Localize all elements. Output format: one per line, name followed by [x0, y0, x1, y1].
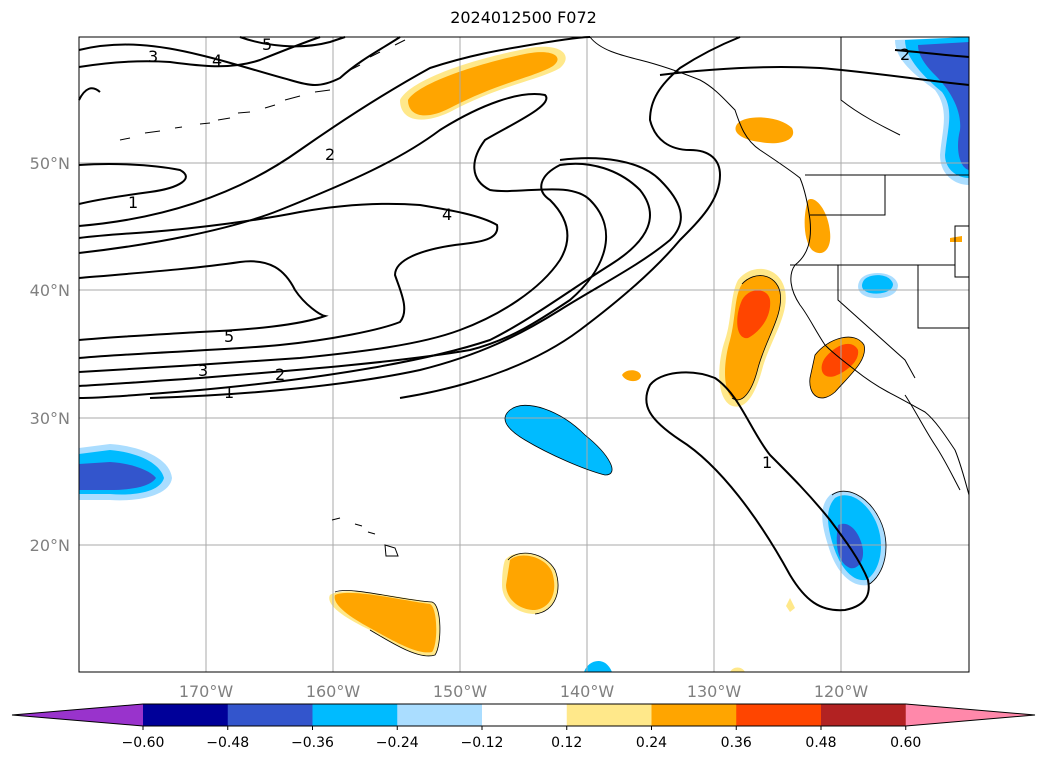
- colorbar-tick-label: −0.48: [206, 735, 249, 751]
- lat-label: 20°N: [30, 536, 70, 555]
- anomaly-region: [506, 555, 555, 610]
- anomaly-region: [622, 370, 641, 382]
- contour-label: 4: [212, 51, 222, 70]
- anomaly-region: [334, 592, 437, 653]
- colorbar-tick-label: −0.12: [461, 735, 504, 751]
- lat-label: 40°N: [30, 281, 70, 300]
- colorbar-tick-label: 0.48: [805, 735, 836, 751]
- contour-label: 5: [262, 35, 272, 54]
- colorbar-extend-left: [12, 704, 143, 726]
- anomaly-region: [862, 275, 893, 294]
- colorbar-swatch: [312, 704, 398, 726]
- colorbar-tick-label: 0.60: [890, 735, 921, 751]
- colorbar-tick-label: 0.24: [636, 735, 667, 751]
- anomaly-region: [730, 667, 745, 672]
- colorbar-extend-right: [905, 704, 1035, 726]
- lon-label: 130°W: [687, 682, 742, 701]
- lon-label: 170°W: [179, 682, 234, 701]
- anomaly-region: [505, 405, 613, 475]
- contour-lines: [78, 36, 970, 612]
- contour-label: 1: [128, 193, 138, 212]
- contour-label: 4: [442, 205, 452, 224]
- lon-label: 140°W: [560, 682, 615, 701]
- colorbar-swatch: [821, 704, 907, 726]
- shaded-anomalies: [79, 37, 969, 672]
- lon-label: 120°W: [814, 682, 869, 701]
- colorbar-swatch: [736, 704, 822, 726]
- anomaly-region: [918, 42, 969, 170]
- contour-label-group: 3 4 5 2 1 4 5 3 2 1 1 2: [128, 35, 910, 472]
- colorbar-tick-label: −0.60: [122, 735, 165, 751]
- colorbar-tick-label: 0.36: [721, 735, 752, 751]
- contour-label: 1: [224, 383, 234, 402]
- anomaly-region: [79, 462, 156, 490]
- contour-label: 2: [325, 145, 335, 164]
- lon-label: 150°W: [433, 682, 488, 701]
- colorbar-tick-label: 0.12: [551, 735, 582, 751]
- anomaly-region: [950, 236, 962, 242]
- anomaly-region: [821, 343, 859, 377]
- contour-label: 5: [224, 327, 234, 346]
- map-frame: [78, 36, 970, 673]
- lat-label: 50°N: [30, 154, 70, 173]
- lat-label: 30°N: [30, 409, 70, 428]
- anomaly-outlines: [334, 275, 887, 657]
- contour-label: 1: [762, 453, 772, 472]
- longitude-labels: 170°W 160°W 150°W 140°W 130°W 120°W: [179, 682, 869, 701]
- colorbar-tick-label: −0.36: [291, 735, 334, 751]
- anomaly-region: [584, 661, 612, 672]
- anomaly-region: [408, 52, 558, 116]
- colorbar-swatch: [227, 704, 313, 726]
- anomaly-region: [737, 290, 771, 339]
- colorbar-swatch: [482, 704, 568, 726]
- contour-label: 2: [900, 45, 910, 64]
- contour-label: 3: [198, 361, 208, 380]
- lon-label: 160°W: [306, 682, 361, 701]
- colorbar-swatch: [651, 704, 737, 726]
- colorbar-tick-label: −0.24: [376, 735, 419, 751]
- contour-label: 3: [148, 47, 158, 66]
- colorbar-swatch: [566, 704, 652, 726]
- anomaly-region: [735, 117, 794, 144]
- colorbar-swatch: [397, 704, 483, 726]
- contour-label: 2: [275, 365, 285, 384]
- coastlines: [119, 36, 970, 557]
- latitude-labels: 50°N 40°N 30°N 20°N: [30, 154, 70, 555]
- map-title: 2024012500 F072: [450, 8, 597, 27]
- anomaly-region: [786, 598, 795, 612]
- colorbar: −0.60 −0.48 −0.36 −0.24 −0.12 0.12 0.24 0.36 0.4…: [11, 703, 1036, 751]
- anomaly-region: [804, 199, 831, 254]
- colorbar-swatch: [143, 704, 229, 726]
